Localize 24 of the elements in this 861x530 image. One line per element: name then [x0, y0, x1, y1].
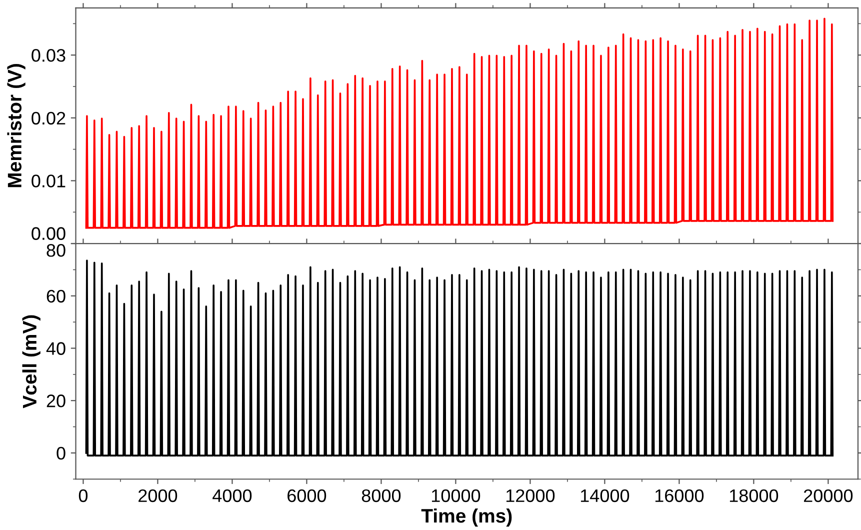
x-tick-label: 18000 [730, 489, 778, 502]
x-tick-label: 8000 [362, 489, 401, 502]
x-tick-label: 16000 [655, 489, 704, 502]
y-tick-label: 0.01 [32, 174, 66, 188]
y-tick-label: 0 [56, 446, 66, 460]
x-tick-label: 14000 [580, 489, 630, 502]
x-tick-label: 20000 [804, 489, 853, 502]
x-tick-label: 2000 [138, 489, 178, 502]
y-axis-title: Memristor (V) [7, 64, 26, 188]
y-tick-label: 0.03 [32, 49, 66, 62]
x-tick-label: 6000 [288, 489, 326, 502]
x-tick-label: 0 [78, 489, 88, 502]
y-tick-label: 40 [46, 342, 66, 355]
line-series [85, 260, 834, 456]
y-tick-label: 60 [46, 290, 66, 303]
y-tick-label: 20 [46, 394, 66, 408]
y-tick-label: 80 [46, 244, 66, 257]
x-tick-label: 4000 [212, 489, 252, 502]
x-tick-label: 12000 [506, 489, 555, 502]
y-axis-title: Vcell (mV) [22, 315, 40, 408]
x-tick-label: 10000 [432, 489, 480, 502]
y-tick-label: 0.00 [32, 227, 66, 240]
y-tick-label: 0.02 [32, 112, 66, 125]
x-axis-title: Time (ms) [421, 508, 512, 527]
